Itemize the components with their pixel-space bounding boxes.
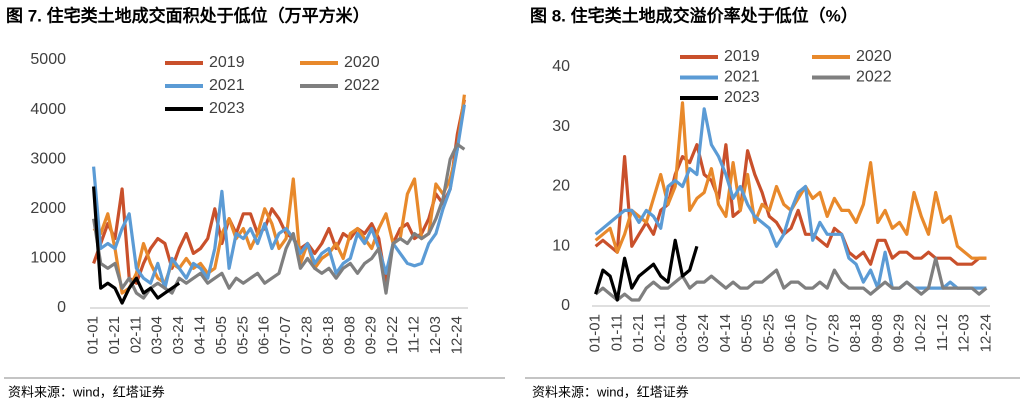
x-tick-label: 10-22 <box>384 316 401 354</box>
x-tick-label: 09-29 <box>891 314 908 352</box>
series-line <box>594 107 987 290</box>
legend-label: 2021 <box>724 69 760 86</box>
legend-label: 2019 <box>724 48 760 65</box>
x-tick-label: 01-21 <box>106 316 123 354</box>
x-tick-label: 12-03 <box>956 314 973 352</box>
series-line <box>92 186 181 305</box>
series-line <box>92 104 466 290</box>
series-line <box>594 143 987 266</box>
x-tick-label: 08-18 <box>847 314 864 352</box>
source: 资料来源：wind，红塔证券 <box>8 384 165 399</box>
y-tick-label: 0 <box>57 299 66 316</box>
legend-label: 2020 <box>344 54 380 71</box>
y-tick-label: 30 <box>552 118 570 135</box>
x-tick-label: 10-22 <box>912 314 929 352</box>
x-tick-label: 05-05 <box>213 316 230 354</box>
y-tick-label: 3000 <box>30 150 66 167</box>
x-tick-label: 05-25 <box>760 314 777 352</box>
x-tick-label: 08-18 <box>320 316 337 354</box>
y-tick-label: 1000 <box>30 250 66 267</box>
x-tick-label: 07-28 <box>825 314 842 352</box>
legend-label: 2022 <box>856 69 892 86</box>
series-line <box>92 142 466 300</box>
x-tick-label: 01-01 <box>587 314 604 352</box>
x-tick-label: 01-01 <box>85 316 102 354</box>
x-tick-label: 03-24 <box>170 316 187 354</box>
x-tick-label: 11-12 <box>405 316 422 353</box>
x-tick-label: 04-14 <box>192 316 209 354</box>
x-tick-label: 06-16 <box>782 314 799 352</box>
legend-label: 2023 <box>724 89 760 106</box>
x-tick-label: 07-07 <box>277 316 294 354</box>
x-tick-label: 02-11 <box>652 314 669 351</box>
x-tick-label: 11-12 <box>934 314 951 351</box>
x-tick-label: 12-03 <box>427 316 444 354</box>
x-tick-label: 09-29 <box>363 316 380 354</box>
x-tick-label: 03-04 <box>149 316 166 354</box>
chart-title: 图 8. 住宅类土地成交溢价率处于低位（%） <box>530 5 858 25</box>
x-tick-label: 04-14 <box>717 314 734 352</box>
x-tick-label: 02-11 <box>127 316 144 353</box>
legend-label: 2021 <box>209 77 245 94</box>
legend-label: 2022 <box>344 77 380 94</box>
x-tick-label: 09-08 <box>869 314 886 352</box>
x-tick-label: 01-21 <box>630 314 647 352</box>
source: 资料来源：wind，红塔证券 <box>532 384 689 399</box>
x-tick-label: 07-07 <box>804 314 821 352</box>
x-tick-label: 01-11 <box>608 314 625 351</box>
y-tick-label: 2000 <box>30 200 66 217</box>
x-tick-label: 05-05 <box>739 314 756 352</box>
y-tick-label: 20 <box>552 178 570 195</box>
y-tick-label: 5000 <box>30 51 66 68</box>
x-tick-label: 07-28 <box>298 316 315 354</box>
x-tick-label: 03-24 <box>695 314 712 352</box>
series-line <box>594 238 699 302</box>
y-tick-label: 0 <box>561 297 570 314</box>
x-tick-label: 09-08 <box>341 316 358 354</box>
legend-label: 2019 <box>209 54 245 71</box>
legend-label: 2023 <box>209 100 245 117</box>
x-tick-label: 03-04 <box>673 314 690 352</box>
x-tick-label: 06-16 <box>256 316 273 354</box>
series-line <box>594 256 988 302</box>
y-tick-label: 10 <box>552 237 570 254</box>
legend-label: 2020 <box>856 48 892 65</box>
x-tick-label: 05-25 <box>234 316 251 354</box>
x-tick-label: 12-24 <box>977 314 994 352</box>
chart-title: 图 7. 住宅类土地成交面积处于低位（万平方米） <box>6 5 370 25</box>
y-tick-label: 40 <box>552 58 570 75</box>
x-tick-label: 12-24 <box>448 316 465 354</box>
y-tick-label: 4000 <box>30 101 66 118</box>
